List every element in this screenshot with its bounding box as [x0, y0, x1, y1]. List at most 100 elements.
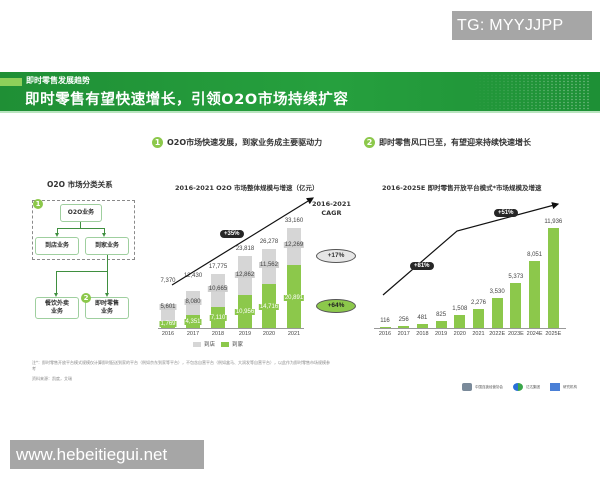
dot-pattern-decoration — [470, 74, 590, 110]
cagr-title-line1: 2016-2021 — [312, 200, 351, 208]
bar — [416, 323, 428, 328]
connector — [104, 228, 105, 233]
stacked-bar: 11,562 14,716 — [258, 248, 280, 328]
x-axis-label: 2016 — [378, 331, 392, 337]
section-heading-text: O2O市场快速发展，到家业务成主要驱动力 — [167, 138, 323, 147]
in-store-value-label: 12,269 — [283, 242, 305, 249]
watermark-bottom: www.hebeitiegui.net — [10, 440, 204, 469]
cagr-grey-pill: +17% — [316, 249, 356, 263]
in-store-value-label: 12,862 — [234, 271, 256, 278]
diagram-badge-2: 2 — [81, 293, 91, 303]
growth-rate-pill: +51% — [494, 209, 518, 217]
in-store-value-label: 5,601 — [159, 303, 177, 310]
x-axis-label: 2017 — [186, 331, 200, 337]
total-value-label: 33,160 — [284, 218, 304, 224]
cagr-title-line2: CAGR — [321, 209, 342, 218]
stacked-bar: 8,080 4,351 — [184, 290, 202, 328]
x-axis-label: 2020 — [453, 331, 466, 337]
to-home-value-label: 20,891 — [283, 294, 305, 301]
bar — [547, 228, 559, 328]
header-banner: 即时零售发展趋势 即时零售有望快速增长，引领O2O市场持续扩容 — [0, 72, 600, 113]
connector — [56, 271, 57, 294]
logo-text: 中国连锁经营协会 — [475, 384, 503, 389]
total-value-label: 12,430 — [183, 272, 203, 279]
logo-text: 达达集团 — [526, 384, 540, 389]
bar — [529, 260, 541, 328]
bar — [435, 321, 447, 328]
chart1-title: 2016-2021 O2O 市场整体规模与增速（亿元） — [175, 184, 319, 192]
diagram-badge-1: 1 — [33, 199, 43, 209]
bar — [398, 325, 410, 328]
total-value-label: 23,818 — [235, 246, 255, 253]
in-store-value-label: 11,562 — [259, 262, 279, 269]
to-home-value-label: 4,351 — [184, 319, 202, 326]
growth-arrow-icon — [171, 197, 315, 286]
legend-label: 到家 — [232, 342, 244, 348]
bar-segment-in-store — [161, 305, 175, 323]
x-axis-label: 2025E — [545, 331, 562, 337]
bar-value-label: 825 — [436, 312, 447, 319]
x-axis-label: 2018 — [416, 331, 429, 337]
bar-value-label: 1,508 — [452, 306, 468, 313]
in-store-value-label: 10,665 — [207, 286, 229, 293]
node-o2o-business: O2O业务 — [60, 204, 102, 222]
stacked-bar: 10,665 7,110 — [207, 274, 229, 328]
section-heading-2: 2 即时零售风口已至，有望迎来持续快速增长 — [364, 137, 531, 148]
cagr-green-pill: +64% — [316, 299, 356, 313]
total-value-label: 17,775 — [208, 264, 228, 271]
x-axis-label: 2017 — [397, 331, 410, 337]
x-axis-label: 2016 — [161, 331, 175, 337]
bar-value-label: 8,051 — [527, 251, 543, 258]
section-heading-text: 即时零售风口已至，有望迎来持续快速增长 — [379, 138, 531, 147]
legend-label: 到店 — [204, 342, 216, 348]
connector — [107, 255, 108, 271]
x-axis-label: 2021 — [287, 331, 301, 337]
total-value-label: 7,370 — [160, 277, 176, 284]
to-home-value-label: 10,956 — [234, 309, 256, 316]
growth-rate-pill: +81% — [410, 262, 434, 270]
arrow-down-icon — [54, 293, 58, 297]
growth-rate-pill: +35% — [220, 230, 244, 238]
number-badge: 2 — [364, 137, 375, 148]
logo-ccfa: 中国连锁经营协会 — [462, 383, 503, 391]
bar — [473, 308, 484, 328]
logo-text: 研究机构 — [563, 384, 577, 389]
total-value-label: 26,278 — [259, 238, 279, 245]
logo-strip: 中国连锁经营协会 达达集团 研究机构 — [462, 383, 587, 391]
legend-swatch-green — [221, 341, 230, 347]
node-instant-retail-business: 即时零售 业务 — [85, 297, 129, 319]
connector — [80, 222, 81, 228]
x-axis-label: 2023E — [507, 331, 524, 337]
banner-accent-bar — [0, 78, 22, 86]
connector — [57, 228, 104, 229]
page-title: 即时零售有望快速增长，引领O2O市场持续扩容 — [25, 92, 349, 108]
legend-swatch-grey — [193, 341, 201, 347]
logo-dada: 达达集团 — [513, 383, 540, 391]
watermark-top: TG: MYYJJPP — [452, 11, 592, 40]
chart1-legend: 到店 到家 — [193, 340, 249, 348]
arrow-down-icon — [105, 293, 109, 297]
chart2-title: 2016-2025E 即时零售开放平台模式*市场规模及增速 — [382, 184, 542, 192]
connector — [107, 271, 108, 294]
x-axis-label: 2018 — [211, 331, 225, 337]
bar-value-label: 116 — [380, 317, 390, 324]
stacked-bar: 12,862 10,956 — [234, 256, 256, 328]
dada-logo-icon — [513, 383, 523, 391]
footnote: 注*：即时零售开放平台模式规模仅计算即时配送到家的平台（例如京东到家等平台），不… — [32, 360, 330, 371]
to-home-value-label: 1,769 — [159, 320, 177, 327]
in-store-value-label: 8,080 — [184, 298, 202, 305]
ccfa-logo-icon — [462, 383, 472, 391]
stacked-bar: 12,269 20,891 — [283, 228, 305, 328]
bar-value-label: 2,276 — [470, 299, 486, 306]
bar-value-label: 481 — [417, 314, 428, 321]
bar-value-label: 3,530 — [489, 289, 505, 296]
institute-logo-icon — [550, 383, 560, 391]
node-food-delivery-business: 餐饮外卖 业务 — [35, 297, 79, 319]
bar — [379, 326, 391, 328]
source-note: 资料来源：凯度，艾瑞 — [32, 376, 72, 381]
x-axis-label: 2021 — [472, 331, 485, 337]
connector — [57, 228, 58, 233]
bar — [510, 282, 522, 328]
bar-value-label: 11,936 — [544, 219, 563, 225]
section-heading-1: 1 O2O市场快速发展，到家业务成主要驱动力 — [152, 137, 322, 148]
